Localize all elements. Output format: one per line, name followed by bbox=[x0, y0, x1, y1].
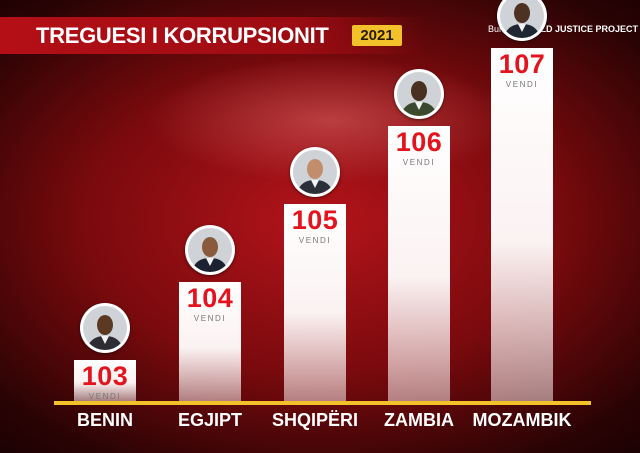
bar bbox=[284, 204, 346, 401]
x-axis-baseline bbox=[54, 401, 591, 405]
category-label: ZAMBIA bbox=[384, 410, 454, 430]
category-label: BENIN bbox=[76, 410, 133, 430]
bar-value-label: 104 bbox=[186, 283, 234, 313]
category-label: MOZAMBIK bbox=[472, 410, 572, 430]
bar-value-label: 105 bbox=[291, 205, 339, 235]
bar bbox=[179, 282, 241, 401]
bar-unit-label: VENDI bbox=[88, 392, 122, 401]
leader-portrait-avatar bbox=[394, 69, 444, 119]
leader-portrait-avatar bbox=[80, 303, 130, 353]
bar-unit-label: VENDI bbox=[505, 80, 539, 89]
bar-value-label: 107 bbox=[498, 49, 546, 79]
bar bbox=[491, 48, 553, 401]
leader-portrait-avatar bbox=[185, 225, 235, 275]
category-label: EGJIPT bbox=[177, 410, 243, 430]
bar-value-label: 103 bbox=[81, 361, 129, 391]
year-badge: 2021 bbox=[352, 25, 402, 46]
leader-portrait-avatar bbox=[497, 0, 547, 41]
bar bbox=[388, 126, 450, 401]
bar-unit-label: VENDI bbox=[298, 236, 332, 245]
leader-portrait-avatar bbox=[290, 147, 340, 197]
bar-unit-label: VENDI bbox=[193, 314, 227, 323]
bar-unit-label: VENDI bbox=[402, 158, 436, 167]
source-name: WORLD JUSTICE PROJECT bbox=[518, 24, 639, 34]
chart-title: TREGUESI I KORRUPSIONIT bbox=[36, 23, 329, 48]
category-label: SHQIPËRI bbox=[271, 410, 359, 430]
bar bbox=[74, 360, 136, 401]
bar-value-label: 106 bbox=[395, 127, 443, 157]
